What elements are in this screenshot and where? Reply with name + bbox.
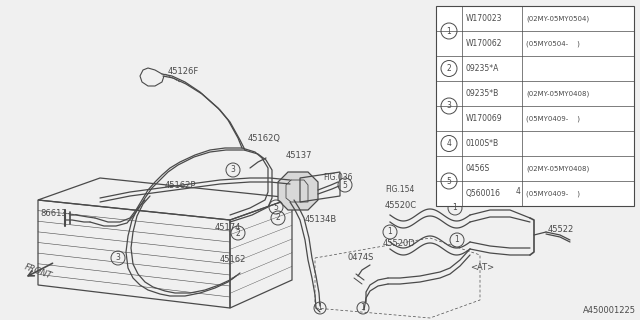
- Text: 45522: 45522: [548, 226, 574, 235]
- Text: (05MY0409-    ): (05MY0409- ): [526, 190, 580, 197]
- Text: 1: 1: [452, 204, 458, 212]
- Text: 1: 1: [447, 27, 451, 36]
- Bar: [436, 6, 634, 206]
- Text: (05MY0504-    ): (05MY0504- ): [526, 40, 580, 47]
- Text: 1: 1: [454, 236, 460, 244]
- Text: 45134B: 45134B: [305, 215, 337, 225]
- Text: 5: 5: [342, 180, 348, 189]
- Text: <AT>: <AT>: [470, 263, 494, 273]
- Polygon shape: [278, 172, 318, 210]
- Text: 45137: 45137: [286, 151, 312, 161]
- Text: W170023: W170023: [466, 14, 502, 23]
- Text: 45162P: 45162P: [165, 180, 196, 189]
- Text: 1: 1: [388, 228, 392, 236]
- Text: 2: 2: [236, 228, 241, 237]
- Text: 2: 2: [276, 213, 280, 222]
- Text: 0456S: 0456S: [466, 164, 490, 173]
- Text: W170062: W170062: [466, 39, 502, 48]
- Text: 1: 1: [317, 303, 323, 313]
- Text: 0474S: 0474S: [348, 253, 374, 262]
- Text: 3: 3: [447, 101, 451, 110]
- Text: 2: 2: [447, 64, 451, 73]
- Text: (02MY-05MY0408): (02MY-05MY0408): [526, 165, 589, 172]
- Text: 45520C: 45520C: [385, 201, 417, 210]
- Text: 5: 5: [273, 203, 278, 212]
- Text: 3: 3: [230, 165, 236, 174]
- Text: FRONT: FRONT: [23, 263, 53, 281]
- Text: FIG.154: FIG.154: [385, 186, 414, 195]
- Text: W170069: W170069: [466, 114, 502, 123]
- Text: A450001225: A450001225: [583, 306, 636, 315]
- Text: 86613: 86613: [40, 209, 67, 218]
- Text: 45126F: 45126F: [168, 68, 199, 76]
- Text: 45162: 45162: [220, 255, 246, 265]
- Text: FIG.036: FIG.036: [323, 173, 353, 182]
- Text: 45162Q: 45162Q: [248, 133, 281, 142]
- Text: 45520D: 45520D: [383, 238, 416, 247]
- Text: (02MY-05MY0408): (02MY-05MY0408): [526, 90, 589, 97]
- Text: 09235*A: 09235*A: [466, 64, 499, 73]
- Text: 3: 3: [116, 253, 120, 262]
- Text: 1: 1: [360, 303, 365, 313]
- Text: 5: 5: [447, 177, 451, 186]
- Text: (02MY-05MY0504): (02MY-05MY0504): [526, 15, 589, 22]
- Text: Q560016: Q560016: [466, 189, 501, 198]
- Text: 4: 4: [447, 139, 451, 148]
- Text: (05MY0409-    ): (05MY0409- ): [526, 115, 580, 122]
- Text: 4: 4: [516, 188, 520, 196]
- Text: 09235*B: 09235*B: [466, 89, 499, 98]
- Text: 45174: 45174: [215, 223, 241, 233]
- Text: 0100S*B: 0100S*B: [466, 139, 499, 148]
